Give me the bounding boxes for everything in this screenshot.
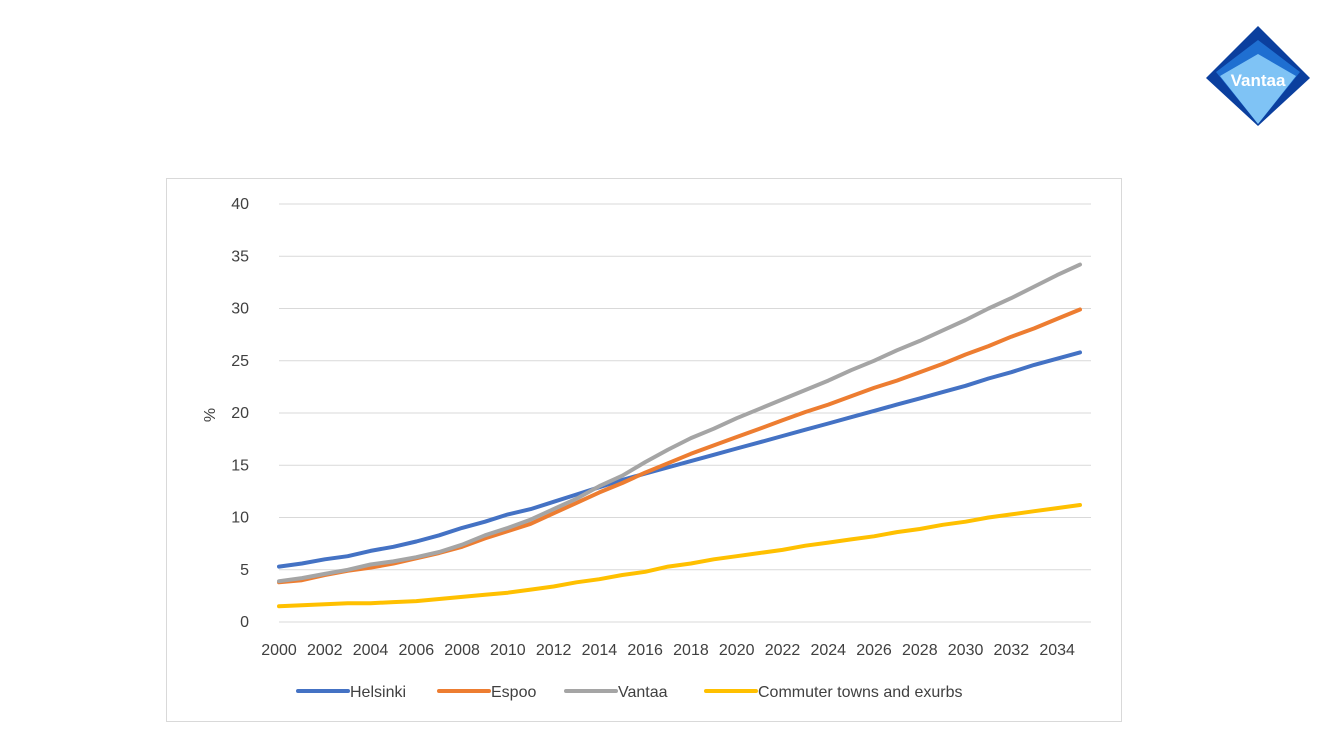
series-line-commuter-towns-and-exurbs <box>277 503 1082 609</box>
chart-area: 0 5 10 15 20 25 30 35 40 2000 2002 2004 2006 2008 201… <box>166 178 1122 722</box>
logo-shape-light <box>1220 54 1296 124</box>
logo-text: Vantaa <box>1231 71 1286 90</box>
series-line-helsinki <box>277 350 1082 569</box>
y-axis-label: % <box>202 408 219 422</box>
series-lines <box>277 262 1082 609</box>
x-axis-ticks: 2000 2002 2004 2006 2008 2010 2012 2014 2016 2018… <box>261 642 1075 659</box>
x-tick-label: 2012 <box>536 642 572 659</box>
x-tick-label: 2018 <box>673 642 709 659</box>
x-tick-label: 2008 <box>444 642 480 659</box>
x-tick-label: 2004 <box>353 642 389 659</box>
x-tick-label: 2010 <box>490 642 526 659</box>
series-line-vantaa <box>277 262 1082 584</box>
y-tick-label: 10 <box>231 510 249 527</box>
x-tick-label: 2026 <box>856 642 892 659</box>
y-axis-ticks: 0 5 10 15 20 25 30 35 40 <box>231 196 249 631</box>
x-tick-label: 2030 <box>948 642 984 659</box>
legend-label: Espoo <box>491 684 536 701</box>
line-chart: 0 5 10 15 20 25 30 35 40 2000 2002 2004 2006 2008 201… <box>202 196 1091 701</box>
y-tick-label: 25 <box>231 353 249 370</box>
x-tick-label: 2034 <box>1039 642 1075 659</box>
y-tick-label: 20 <box>231 405 249 422</box>
gridlines <box>279 203 1091 623</box>
x-tick-label: 2014 <box>582 642 618 659</box>
x-tick-label: 2000 <box>261 642 297 659</box>
x-tick-label: 2002 <box>307 642 343 659</box>
y-tick-label: 35 <box>231 248 249 265</box>
x-tick-label: 2006 <box>399 642 435 659</box>
y-tick-label: 5 <box>240 562 249 579</box>
x-tick-label: 2022 <box>765 642 801 659</box>
y-tick-label: 0 <box>240 614 249 631</box>
x-tick-label: 2024 <box>810 642 846 659</box>
legend: Helsinki Espoo Vantaa Commuter towns and ex… <box>296 684 963 701</box>
legend-label: Helsinki <box>350 684 406 701</box>
y-tick-label: 40 <box>231 196 249 213</box>
legend-label: Commuter towns and exurbs <box>758 684 963 701</box>
x-tick-label: 2028 <box>902 642 938 659</box>
x-tick-label: 2016 <box>627 642 663 659</box>
y-tick-label: 15 <box>231 457 249 474</box>
x-tick-label: 2032 <box>994 642 1030 659</box>
y-tick-label: 30 <box>231 301 249 318</box>
vantaa-logo: Vantaa <box>1206 26 1310 126</box>
x-tick-label: 2020 <box>719 642 755 659</box>
legend-label: Vantaa <box>618 684 668 701</box>
